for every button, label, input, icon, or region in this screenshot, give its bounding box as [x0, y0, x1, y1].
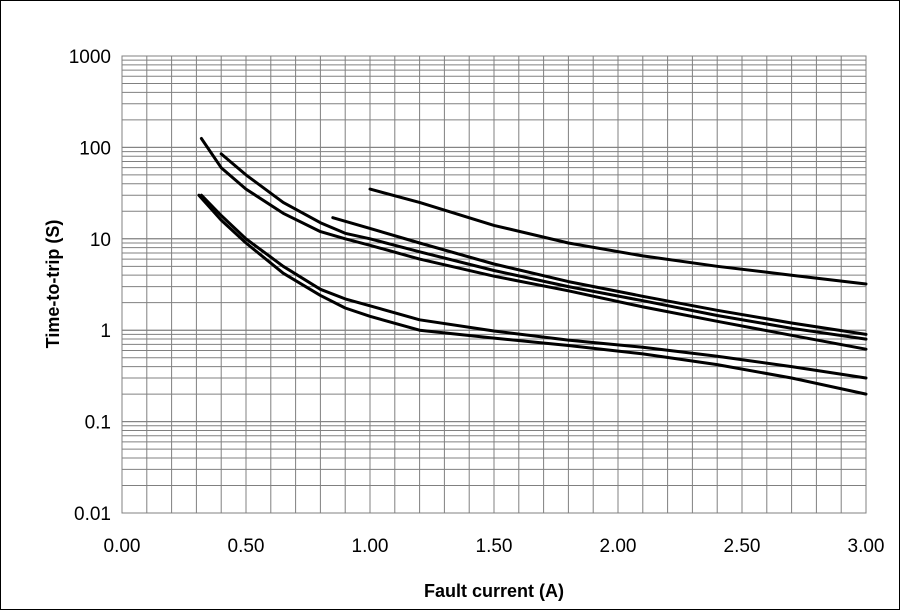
series-line-6 [368, 187, 868, 286]
y-axis-title: Time-to-trip (S) [43, 220, 63, 349]
x-tick-label: 0.50 [228, 536, 265, 557]
series-line-4 [219, 152, 868, 341]
y-tick-label: 1000 [69, 47, 111, 68]
series-line-5 [331, 216, 868, 336]
y-tick-label: 0.1 [85, 413, 111, 434]
y-tick-label: 10 [90, 230, 111, 251]
y-tick-label: 1 [100, 321, 111, 342]
x-tick-label: 1.00 [352, 536, 389, 557]
x-tick-label: 2.00 [600, 536, 637, 557]
series-line-3 [199, 137, 868, 351]
y-tick-label: 0.01 [74, 504, 111, 525]
grid [122, 56, 866, 513]
x-tick-label: 3.00 [848, 536, 885, 557]
x-tick-label: 1.50 [476, 536, 513, 557]
x-tick-label: 2.50 [724, 536, 761, 557]
x-axis-title: Fault current (A) [424, 581, 564, 601]
series-line-1 [199, 193, 868, 380]
series-line-2 [197, 193, 868, 396]
x-axis-ticks: 0.00 0.50 1.00 1.50 2.00 2.50 3.00 [104, 536, 885, 557]
x-tick-label: 0.00 [104, 536, 141, 557]
y-tick-label: 100 [79, 138, 111, 159]
y-axis-ticks: 0.01 0.1 1 10 100 1000 [69, 47, 111, 525]
series-group [197, 137, 868, 396]
